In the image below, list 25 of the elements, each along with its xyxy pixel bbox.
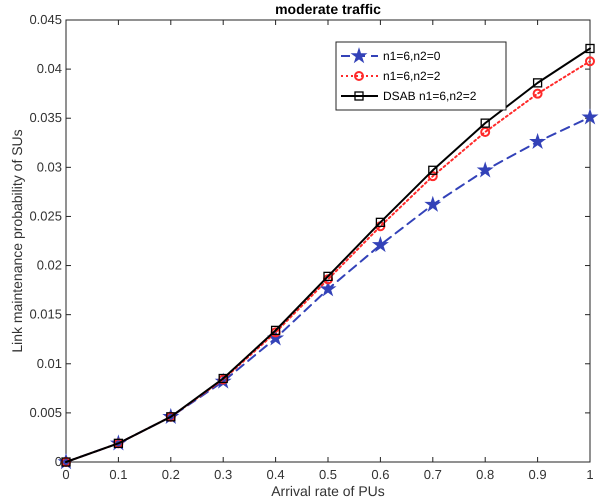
x-tick-label: 0.4 <box>266 467 285 482</box>
x-axis-title: Arrival rate of PUs <box>271 483 385 498</box>
y-tick-label: 0.035 <box>29 110 62 126</box>
y-tick-label: 0.02 <box>36 258 62 273</box>
y-tick-label: 0.025 <box>29 208 62 224</box>
y-tick-label: 0.005 <box>29 404 62 420</box>
y-tick-label: 0.045 <box>29 12 62 27</box>
y-axis-title: Link maintenance probability of SUs <box>9 129 25 353</box>
x-tick-label: 0.5 <box>318 467 338 482</box>
x-tick-label: 0.7 <box>424 467 442 482</box>
x-tick-label: 1 <box>586 467 594 482</box>
x-tick-label: 0.8 <box>476 467 494 482</box>
chart-title: moderate traffic <box>275 1 382 17</box>
x-tick-label: 0.6 <box>371 467 390 482</box>
legend-label: DSAB n1=6,n2=2 <box>383 89 477 103</box>
x-tick-label: 0.9 <box>528 467 547 482</box>
x-tick-label: 0.1 <box>109 467 128 482</box>
legend-label: n1=6,n2=0 <box>383 49 441 63</box>
y-tick-label: 0.03 <box>36 159 62 174</box>
y-tick-label: 0.04 <box>36 61 62 76</box>
legend-label: n1=6,n2=2 <box>383 69 441 83</box>
x-tick-label: 0.2 <box>162 467 180 482</box>
y-tick-label: 0.01 <box>36 356 62 371</box>
y-tick-label: 0.015 <box>29 306 62 322</box>
x-tick-label: 0.3 <box>214 467 232 482</box>
